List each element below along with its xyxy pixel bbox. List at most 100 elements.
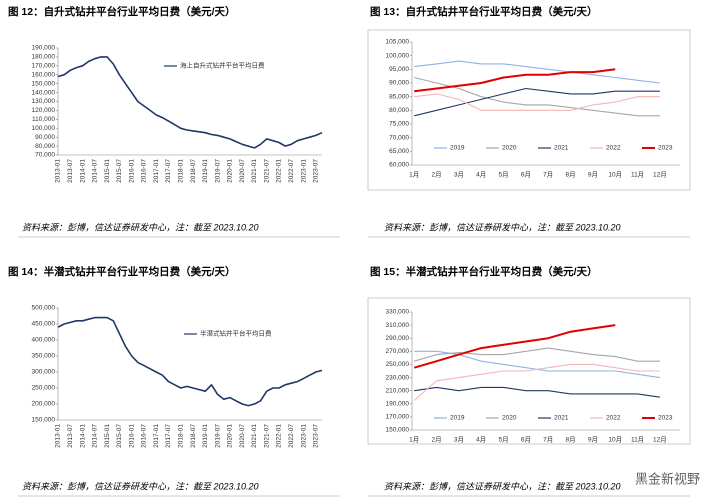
legend-label: 2023 xyxy=(658,145,673,152)
x-tick-label: 2016-01 xyxy=(128,159,135,183)
series-line xyxy=(414,60,660,84)
x-tick-label: 9月 xyxy=(588,171,598,179)
x-tick-label: 4月 xyxy=(476,171,486,179)
x-tick-label: 9月 xyxy=(588,436,598,444)
x-tick-label: 2020-07 xyxy=(239,159,246,183)
watermark: 黑金新视野 xyxy=(635,471,700,486)
x-tick-label: 2021-07 xyxy=(263,159,270,183)
legend-label: 半潜式钻井平台平均日费 xyxy=(200,329,272,338)
y-tick-label: 150,000 xyxy=(32,417,56,424)
x-tick-label: 2019-07 xyxy=(214,159,221,183)
x-tick-label: 2020-07 xyxy=(239,424,246,448)
y-tick-label: 400,000 xyxy=(32,337,56,344)
source-note: 资料来源：彭博，信达证券研发中心，注：截至 2023.10.20 xyxy=(384,222,621,232)
x-tick-label: 2023-07 xyxy=(313,159,320,183)
chart-title: 图 15：半潜式钻井平台行业平均日费（美元/天） xyxy=(370,265,598,278)
y-tick-label: 130,000 xyxy=(32,98,56,105)
source-note: 资料来源：彭博，信达证券研发中心，注：截至 2023.10.20 xyxy=(384,481,621,491)
x-tick-label: 2015-01 xyxy=(104,424,111,448)
x-tick-label: 2018-01 xyxy=(178,159,185,183)
x-tick-label: 7月 xyxy=(543,436,553,444)
x-tick-label: 2016-01 xyxy=(128,424,135,448)
legend-label: 2019 xyxy=(450,145,465,152)
x-tick-label: 2014-07 xyxy=(92,159,99,183)
x-tick-label: 2015-07 xyxy=(116,424,123,448)
y-tick-label: 180,000 xyxy=(32,54,56,61)
y-tick-label: 150,000 xyxy=(386,427,410,434)
x-tick-label: 2月 xyxy=(432,436,442,444)
legend-label: 2019 xyxy=(450,415,465,422)
y-tick-label: 300,000 xyxy=(32,369,56,376)
y-tick-label: 170,000 xyxy=(32,63,56,70)
x-tick-label: 12月 xyxy=(653,171,667,179)
y-tick-label: 210,000 xyxy=(386,387,410,394)
x-tick-label: 12月 xyxy=(653,436,667,444)
y-tick-label: 350,000 xyxy=(32,353,56,360)
y-tick-label: 110,000 xyxy=(32,116,55,123)
series-line xyxy=(414,347,660,362)
y-tick-label: 65,000 xyxy=(389,148,409,155)
y-tick-label: 80,000 xyxy=(35,143,55,150)
x-tick-label: 5月 xyxy=(499,171,509,179)
x-tick-label: 2013-01 xyxy=(55,159,62,183)
x-tick-label: 2月 xyxy=(432,171,442,179)
y-tick-label: 330,000 xyxy=(386,309,410,316)
x-tick-label: 4月 xyxy=(476,436,486,444)
y-tick-label: 270,000 xyxy=(386,348,410,355)
series-line xyxy=(413,324,616,369)
x-tick-label: 2013-07 xyxy=(67,159,74,183)
x-tick-label: 2021-01 xyxy=(251,159,258,183)
x-tick-label: 6月 xyxy=(521,436,531,444)
x-tick-label: 2018-01 xyxy=(178,424,185,448)
y-tick-label: 290,000 xyxy=(386,335,410,342)
legend-label: 2022 xyxy=(606,415,621,422)
x-tick-label: 2022-01 xyxy=(276,424,283,448)
series-line xyxy=(57,316,323,407)
y-tick-label: 310,000 xyxy=(386,322,410,329)
x-tick-label: 7月 xyxy=(543,171,553,179)
legend-label: 2021 xyxy=(554,145,569,152)
legend-label: 2020 xyxy=(502,145,517,152)
x-tick-label: 2015-07 xyxy=(116,159,123,183)
legend-label: 海上自升式钻井平台平均日费 xyxy=(180,61,265,70)
x-tick-label: 2017-07 xyxy=(165,159,172,183)
chart-title: 图 14：半潜式钻井平台行业平均日费（美元/天） xyxy=(8,265,236,278)
series-line xyxy=(57,56,323,149)
x-tick-label: 10月 xyxy=(608,436,622,444)
y-tick-label: 100,000 xyxy=(32,125,56,132)
x-tick-label: 2013-01 xyxy=(55,424,62,448)
x-tick-label: 2017-01 xyxy=(153,159,160,183)
x-tick-label: 2022-07 xyxy=(288,424,295,448)
x-tick-label: 3月 xyxy=(454,171,464,179)
x-tick-label: 8月 xyxy=(566,171,576,179)
x-tick-label: 2014-07 xyxy=(92,424,99,448)
x-tick-label: 6月 xyxy=(521,171,531,179)
chart-frame xyxy=(367,29,691,191)
legend-label: 2020 xyxy=(502,415,517,422)
x-tick-label: 2016-07 xyxy=(141,424,148,448)
x-tick-label: 2020-01 xyxy=(227,159,234,183)
y-tick-label: 90,000 xyxy=(389,80,409,87)
x-tick-label: 2023-01 xyxy=(300,424,307,448)
chart-title: 图 13：自升式钻井平台行业平均日费（美元/天） xyxy=(370,5,598,18)
series-line xyxy=(414,87,660,117)
y-tick-label: 60,000 xyxy=(389,162,409,169)
x-tick-label: 2019-07 xyxy=(214,424,221,448)
source-note: 资料来源：彭博，信达证券研发中心，注：截至 2023.10.20 xyxy=(22,222,259,232)
x-tick-label: 2021-07 xyxy=(263,424,270,448)
y-tick-label: 80,000 xyxy=(389,107,409,114)
series-line xyxy=(414,93,660,111)
chart-title: 图 12：自升式钻井平台行业平均日费（美元/天） xyxy=(8,5,236,18)
y-tick-label: 95,000 xyxy=(389,66,409,73)
x-tick-label: 2019-01 xyxy=(202,159,209,183)
y-tick-label: 75,000 xyxy=(389,121,409,128)
x-tick-label: 2020-01 xyxy=(227,424,234,448)
y-tick-label: 70,000 xyxy=(389,134,409,141)
x-tick-label: 2016-07 xyxy=(141,159,148,183)
y-tick-label: 160,000 xyxy=(32,71,56,78)
x-tick-label: 2017-07 xyxy=(165,424,172,448)
x-tick-label: 2014-01 xyxy=(79,159,86,183)
x-tick-label: 11月 xyxy=(631,436,644,444)
y-tick-label: 120,000 xyxy=(32,107,56,114)
